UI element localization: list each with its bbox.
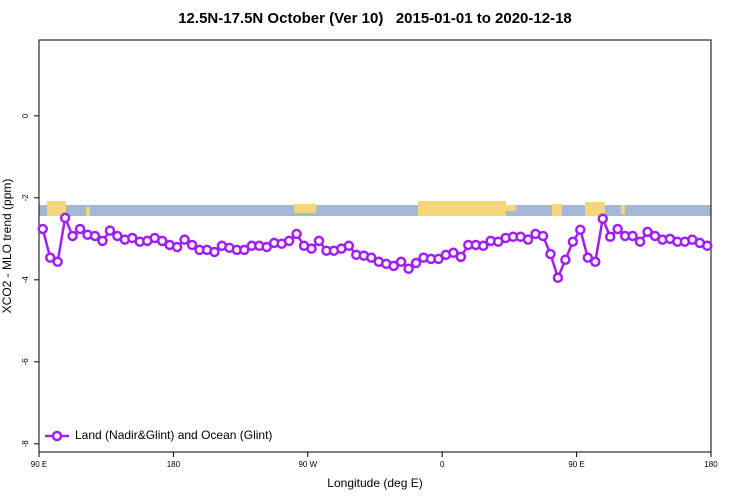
data-point (179, 234, 190, 245)
y-tick-label: 0 (21, 113, 30, 118)
land-patch (294, 204, 316, 213)
data-point (597, 213, 608, 224)
ocean-band (39, 205, 711, 216)
data-point (582, 252, 594, 263)
data-point (52, 256, 63, 268)
data-point (702, 240, 713, 252)
data-point (604, 231, 616, 243)
data-point (567, 236, 579, 247)
data-point (395, 256, 407, 268)
data-point (410, 257, 422, 269)
data-point (448, 247, 459, 259)
data-point (186, 239, 198, 251)
data-point (612, 223, 623, 235)
data-point (545, 248, 556, 260)
data-point (627, 230, 638, 242)
data-point (455, 251, 467, 263)
data-point (590, 256, 601, 268)
data-point (642, 226, 653, 238)
y-tick-label: -4 (21, 276, 30, 284)
data-point (575, 224, 586, 236)
data-point (343, 240, 355, 252)
data-point (433, 253, 444, 265)
series-line (41, 213, 708, 282)
x-tick-label: 180 (704, 460, 718, 469)
data-point (522, 234, 534, 245)
data-point (209, 246, 220, 258)
data-point (283, 235, 295, 247)
data-point (552, 272, 564, 284)
x-tick-label: 0 (440, 460, 445, 469)
data-point (67, 230, 78, 242)
data-point (171, 241, 183, 253)
x-tick-label: 90 E (568, 460, 584, 469)
land-ocean-band (39, 201, 711, 216)
x-tick-label: 90 E (31, 460, 47, 469)
x-axis-label: Longitude (deg E) (327, 476, 422, 490)
land-patch (418, 201, 506, 216)
data-point (261, 241, 272, 253)
x-tick-label: 90 W (298, 460, 317, 469)
data-point (560, 254, 571, 265)
data-point (291, 228, 302, 240)
y-tick-label: -6 (21, 358, 30, 366)
y-axis-label: XCO2 - MLO trend (ppm) (0, 179, 14, 314)
x-tick-label: 180 (167, 460, 181, 469)
data-point (366, 252, 377, 263)
data-point (156, 235, 168, 247)
data-point (478, 240, 489, 252)
data-point (388, 260, 399, 272)
data-point (74, 223, 86, 235)
data-point (97, 235, 108, 247)
legend-label: Land (Nadir&Glint) and Ocean (Glint) (75, 428, 272, 442)
data-point (537, 230, 549, 242)
data-point (37, 223, 48, 235)
data-point (306, 243, 317, 254)
land-patch (552, 204, 562, 216)
land-patch (621, 205, 625, 214)
chart-title: 12.5N-17.5N October (Ver 10) 2015-01-01 … (178, 10, 572, 27)
data-point (239, 244, 250, 256)
land-patch (585, 202, 605, 216)
data-point (634, 236, 646, 247)
legend-marker (51, 430, 63, 442)
data-point (104, 225, 116, 236)
data-point (313, 235, 325, 247)
data-point (89, 230, 101, 242)
data-point (403, 263, 414, 275)
land-patch (47, 201, 66, 216)
data-point (59, 212, 71, 224)
y-tick-label: -8 (21, 440, 30, 448)
land-patch (506, 205, 516, 211)
y-tick-label: -2 (21, 194, 30, 202)
land-patch (86, 207, 90, 216)
data-point (44, 252, 56, 263)
